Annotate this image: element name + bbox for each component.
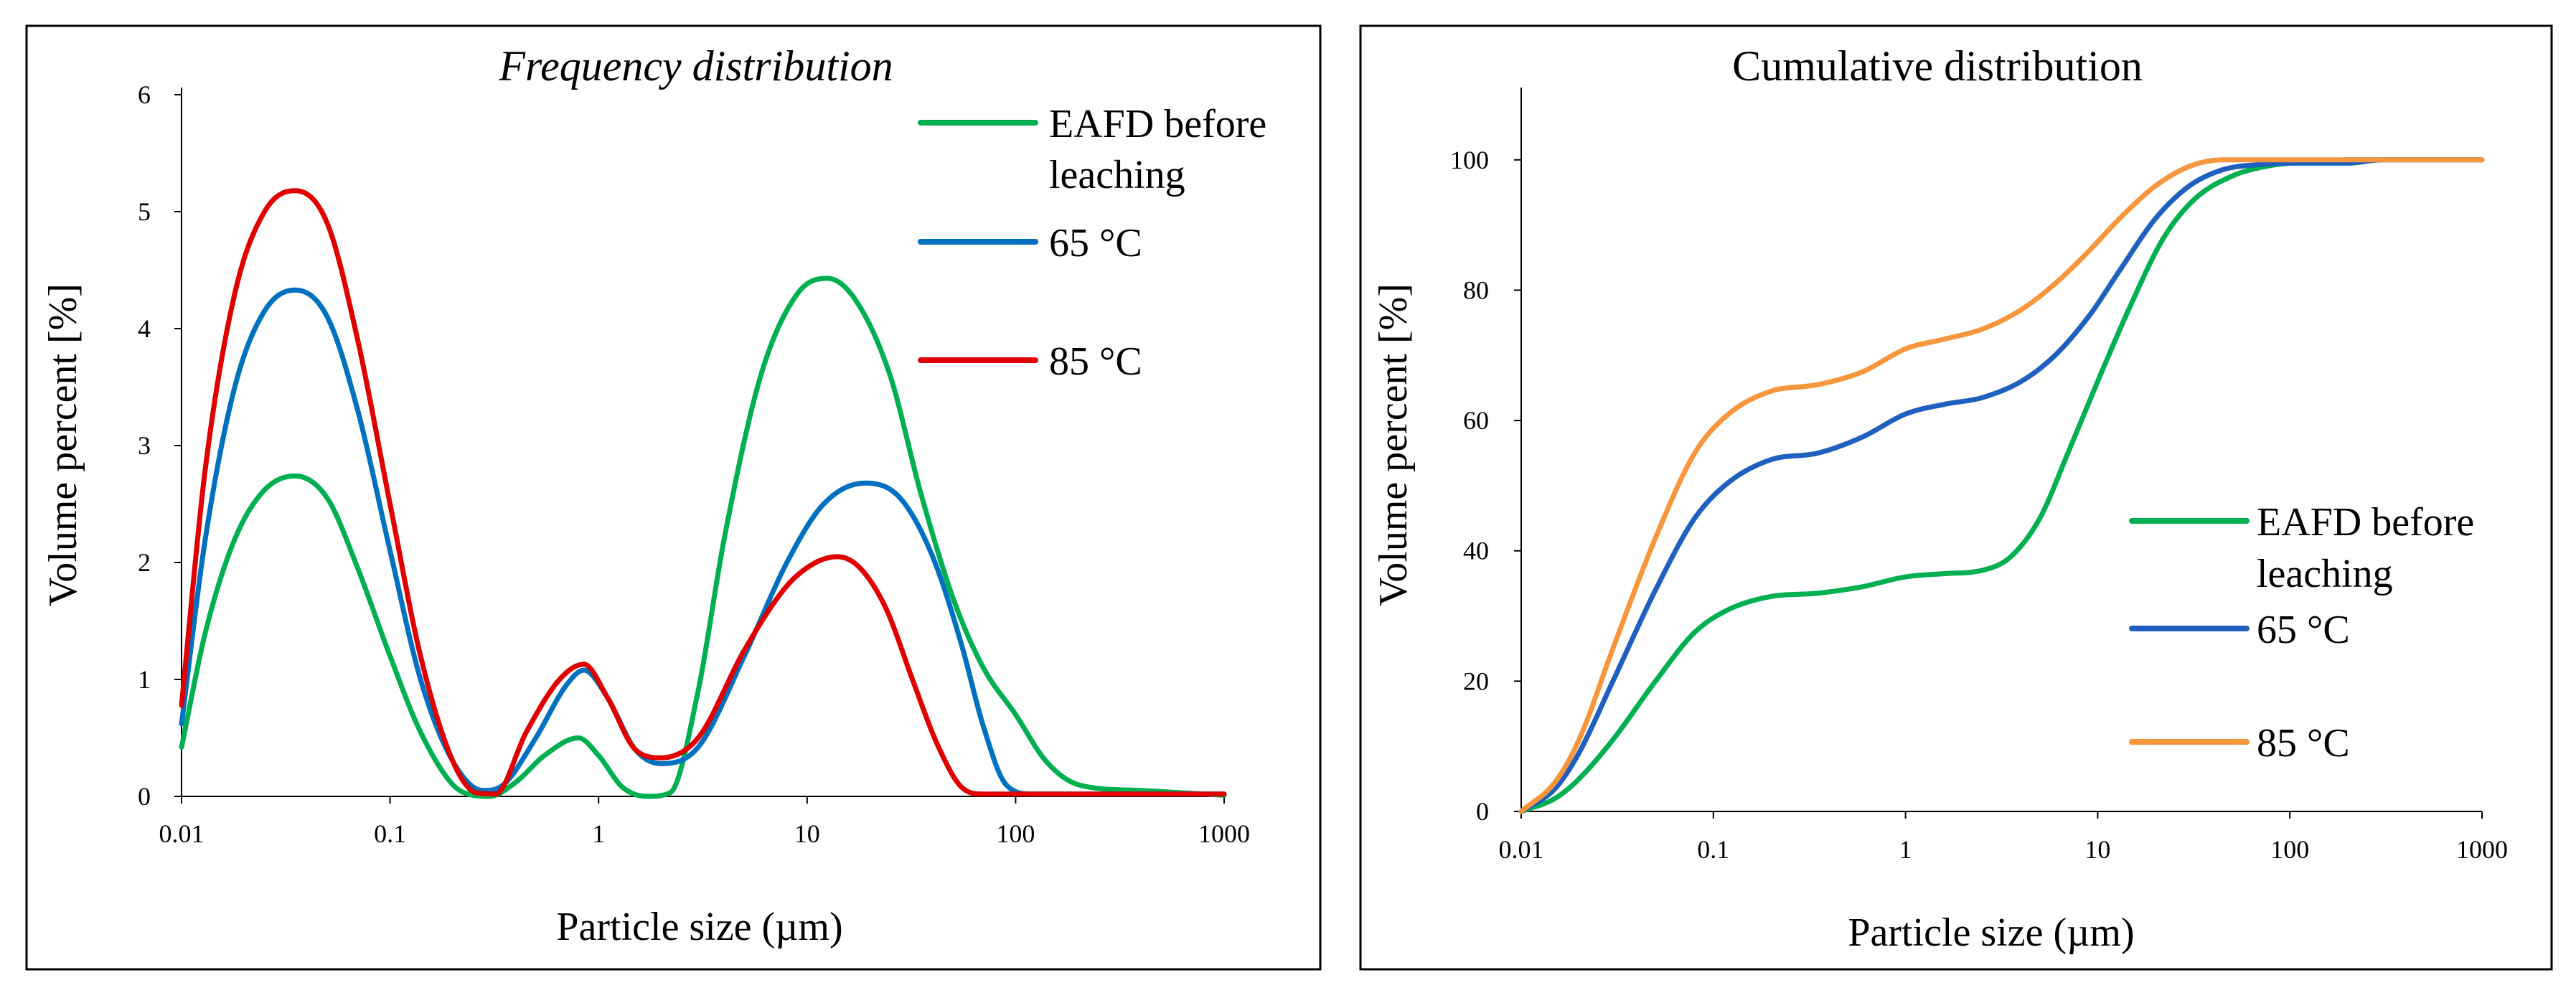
y-tick-label: 3 [138, 431, 151, 460]
x-tick-label: 1 [592, 819, 605, 848]
y-tick-label: 0 [138, 782, 151, 811]
x-tick-label: 10 [794, 819, 820, 848]
x-tick-label: 100 [2270, 835, 2309, 864]
x-tick-label: 1000 [2456, 835, 2508, 864]
cumulative-legend: EAFD before leaching 65 °C 85 °C [2129, 500, 2474, 766]
legend-label-85c: 85 °C [2257, 721, 2350, 766]
y-tick-label: 40 [1463, 537, 1489, 565]
x-tick-label: 0.01 [159, 819, 205, 848]
frequency-chart-title: Frequency distribution [498, 42, 893, 90]
frequency-panel-frame [25, 24, 1322, 971]
y-tick-label: 4 [138, 314, 151, 343]
y-tick-label: 100 [1450, 146, 1489, 174]
legend-label-eafd-line2: leaching [1049, 153, 1185, 197]
frequency-series-group [179, 188, 1227, 799]
legend-label-eafd-line1: EAFD before [2257, 500, 2474, 545]
cumulative-panel-frame [1359, 24, 2553, 971]
cumulative-series-group [1518, 157, 2485, 814]
cumulative-y-axis-label: Volume percent [%] [1371, 283, 1416, 606]
legend-label-eafd-line1: EAFD before [1049, 102, 1266, 146]
x-tick-label: 1 [1899, 835, 1912, 864]
y-tick-label: 1 [138, 665, 151, 694]
y-tick-label: 60 [1463, 406, 1489, 435]
legend-label-eafd-line2: leaching [2257, 552, 2393, 596]
series-line-65c [179, 287, 1227, 797]
x-tick-label: 0.1 [1697, 835, 1729, 864]
y-tick-label: 80 [1463, 276, 1489, 304]
x-tick-label: 100 [996, 819, 1035, 848]
y-tick-label: 2 [138, 548, 151, 577]
x-tick-label: 0.01 [1499, 835, 1544, 864]
legend-label-65c: 65 °C [2257, 608, 2350, 652]
y-tick-label: 20 [1463, 667, 1489, 695]
frequency-x-axis-label: Particle size (µm) [556, 905, 842, 949]
legend-label-65c: 65 °C [1049, 221, 1142, 265]
cumulative-x-axis-label: Particle size (µm) [1848, 910, 2134, 955]
series-line-eafd [1518, 157, 2485, 814]
y-tick-label: 6 [138, 80, 151, 109]
y-tick-label: 0 [1476, 797, 1489, 826]
legend-label-85c: 85 °C [1049, 339, 1142, 384]
x-tick-label: 1000 [1198, 819, 1250, 848]
frequency-y-axis-label: Volume percent [%] [41, 283, 85, 606]
frequency-legend: EAFD before leaching 65 °C 85 °C [918, 102, 1266, 384]
y-tick-label: 5 [138, 197, 151, 226]
cumulative-chart-title: Cumulative distribution [1732, 42, 2143, 90]
cumulative-chart: Cumulative distribution Volume percent [… [1371, 42, 2508, 955]
series-line-65c [1518, 157, 2485, 814]
cumulative-axes: 0.01 0.1 1 10 100 1000 0 20 40 60 80 100 [1450, 88, 2508, 864]
x-tick-label: 0.1 [374, 819, 406, 848]
x-tick-label: 10 [2084, 835, 2110, 864]
series-line-85c [179, 188, 1227, 797]
series-line-eafd [179, 276, 1227, 799]
series-line-85c [1518, 157, 2485, 814]
frequency-chart: Frequency distribution Volume percent [%… [41, 42, 1266, 949]
frequency-axes: 0.01 0.1 1 10 100 1000 0 1 2 3 4 5 6 [138, 80, 1250, 848]
